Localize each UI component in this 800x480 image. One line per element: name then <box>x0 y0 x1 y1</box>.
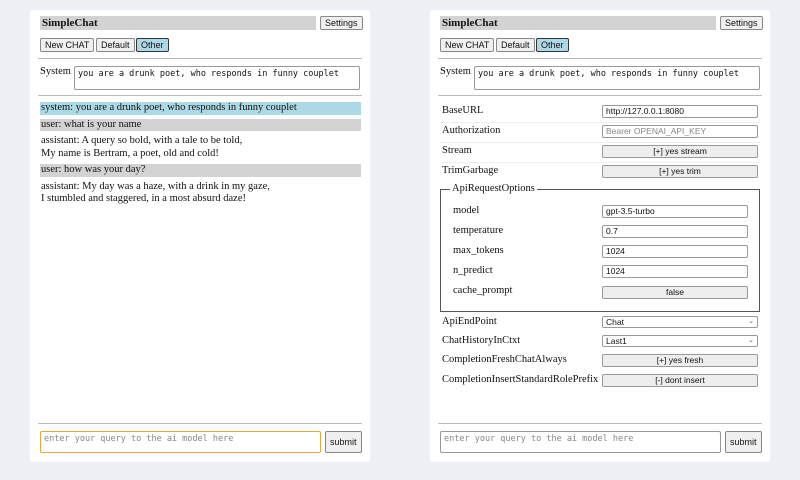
app-title: SimpleChat <box>40 16 316 30</box>
query-input[interactable]: enter your query to the ai model here <box>440 431 721 453</box>
api-request-options-fieldset <box>440 189 760 312</box>
message-line: assistant: A query so bold, with a tale … <box>41 135 243 146</box>
completion-prefix-label: CompletionInsertStandardRolePrefix <box>442 374 599 385</box>
api-request-options-legend: ApiRequestOptions <box>450 183 537 194</box>
new-chat-button[interactable]: New CHAT <box>440 38 495 52</box>
chathistory-select[interactable]: Last1 ⌄ <box>602 335 758 347</box>
divider <box>38 423 362 424</box>
apiendpoint-select[interactable]: Chat ⌄ <box>602 316 758 328</box>
n-predict-label: n_predict <box>453 265 493 276</box>
n-predict-input[interactable]: 1024 <box>602 265 748 278</box>
authorization-label: Authorization <box>442 125 501 136</box>
system-label: System <box>40 66 71 77</box>
trimgarbage-toggle[interactable]: [+] yes trim <box>602 165 758 178</box>
message-line: system: you are a drunk poet, who respon… <box>41 102 297 113</box>
settings-button[interactable]: Settings <box>320 16 363 30</box>
chat-panel: SimpleChat Settings New CHAT Default Oth… <box>30 10 370 462</box>
cache-prompt-label: cache_prompt <box>453 285 513 296</box>
message-line: I stumbled and staggered, in a most absu… <box>41 193 246 204</box>
stream-toggle[interactable]: [+] yes stream <box>602 145 758 158</box>
settings-button[interactable]: Settings <box>720 16 763 30</box>
row-divider <box>440 122 760 123</box>
baseurl-label: BaseURL <box>442 105 484 116</box>
completion-fresh-toggle[interactable]: [+] yes fresh <box>602 354 758 367</box>
divider <box>38 58 362 59</box>
submit-button[interactable]: submit <box>725 431 762 453</box>
assistant-message: assistant: A query so bold, with a tale … <box>40 135 361 160</box>
message-line: user: how was your day? <box>41 164 146 175</box>
stream-label: Stream <box>442 145 472 156</box>
system-message: system: you are a drunk poet, who respon… <box>40 102 361 115</box>
completion-prefix-toggle[interactable]: [-] dont insert <box>602 374 758 387</box>
chathistory-label: ChatHistoryInCtxt <box>442 335 521 346</box>
system-label: System <box>440 66 471 77</box>
submit-button[interactable]: submit <box>325 431 362 453</box>
default-button[interactable]: Default <box>496 38 535 52</box>
cache-prompt-toggle[interactable]: false <box>602 286 748 299</box>
message-line: user: what is your name <box>41 118 142 130</box>
baseurl-input[interactable]: http://127.0.0.1:8080 <box>602 105 758 118</box>
system-prompt-input[interactable]: you are a drunk poet, who responds in fu… <box>74 66 360 90</box>
row-divider <box>440 142 760 143</box>
trimgarbage-label: TrimGarbage <box>442 165 499 176</box>
completion-fresh-label: CompletionFreshChatAlways <box>442 354 567 365</box>
divider <box>38 95 362 96</box>
settings-panel: SimpleChat Settings New CHAT Default Oth… <box>430 10 770 462</box>
other-button[interactable]: Other <box>536 38 569 52</box>
other-button[interactable]: Other <box>136 38 169 52</box>
row-divider <box>440 162 760 163</box>
model-input[interactable]: gpt-3.5-turbo <box>602 205 748 218</box>
divider <box>438 58 762 59</box>
default-button[interactable]: Default <box>96 38 135 52</box>
apiendpoint-label: ApiEndPoint <box>442 316 497 327</box>
temperature-input[interactable]: 0.7 <box>602 225 748 238</box>
app-title: SimpleChat <box>440 16 716 30</box>
message-line: My name is Bertram, a poet, old and cold… <box>41 147 219 159</box>
max-tokens-label: max_tokens <box>453 245 504 256</box>
system-prompt-input[interactable]: you are a drunk poet, who responds in fu… <box>474 66 760 90</box>
new-chat-button[interactable]: New CHAT <box>40 38 95 52</box>
divider <box>438 423 762 424</box>
chevron-down-icon: ⌄ <box>748 318 754 325</box>
query-input[interactable]: enter your query to the ai model here <box>40 431 321 453</box>
chathistory-value: Last1 <box>606 336 627 346</box>
apiendpoint-value: Chat <box>606 317 624 327</box>
authorization-input[interactable]: Bearer OPENAI_API_KEY <box>602 125 758 138</box>
user-message: user: what is your name <box>40 118 361 131</box>
temperature-label: temperature <box>453 225 504 236</box>
message-line: assistant: My day was a haze, with a dri… <box>41 180 270 192</box>
max-tokens-input[interactable]: 1024 <box>602 245 748 258</box>
model-label: model <box>453 205 480 216</box>
assistant-message: assistant: My day was a haze, with a dri… <box>40 181 361 206</box>
user-message: user: how was your day? <box>40 164 361 177</box>
divider <box>438 95 762 96</box>
chevron-down-icon: ⌄ <box>748 337 754 344</box>
